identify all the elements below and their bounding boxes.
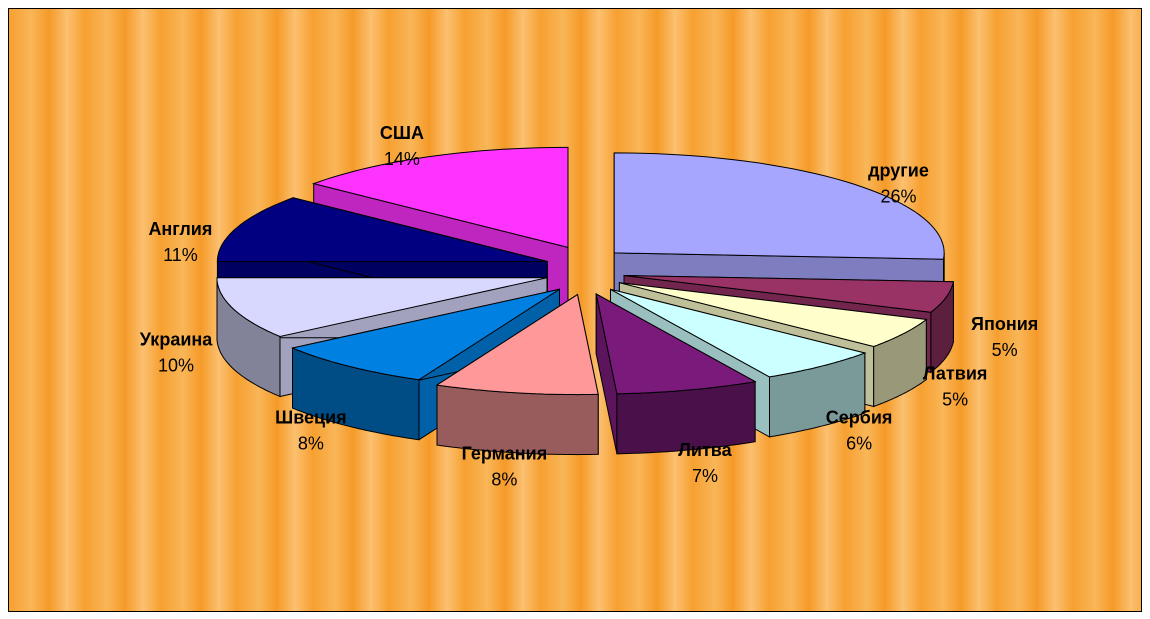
value-label: 8% [298,434,324,454]
slice-top [216,197,548,262]
slice [435,293,599,456]
slice [595,293,757,455]
category-label: другие [868,160,929,180]
category-label: Литва [678,440,732,460]
slice-top [623,275,955,313]
category-label: Англия [148,219,212,239]
category-label: Украина [140,329,213,349]
value-label: 5% [942,389,968,409]
value-label: 26% [880,186,916,206]
category-label: США [380,123,424,143]
value-label: 5% [992,340,1018,360]
slice-top [613,152,945,260]
category-label: Латвия [923,363,988,383]
value-label: 10% [158,355,194,375]
slice-top [610,288,867,378]
category-label: Япония [971,314,1038,334]
slice-top [216,277,548,338]
slice-top [595,293,757,395]
slice-top [311,146,569,249]
value-label: 11% [163,245,198,265]
value-label: 8% [491,470,517,490]
value-label: 6% [846,434,872,454]
value-label: 14% [384,149,420,169]
category-label: Германия [462,444,548,464]
value-label: 7% [692,466,718,486]
category-label: Швеция [275,408,347,428]
slice-top [435,293,599,396]
slice-top [290,288,560,381]
category-label: Сербия [826,408,893,428]
slice-top [619,282,928,348]
